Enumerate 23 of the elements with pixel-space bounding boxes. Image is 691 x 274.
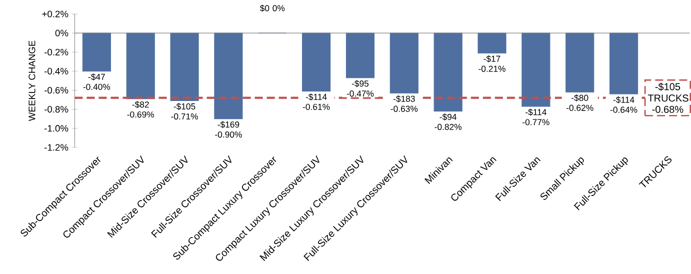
data-label: -$80 -0.62%: [566, 94, 594, 111]
data-label: -$82 -0.69%: [127, 101, 154, 118]
data-label: -$94 -0.82%: [434, 113, 462, 130]
data-label: -$95 -0.47%: [346, 80, 374, 97]
y-tick-label: -1.0%: [44, 124, 68, 132]
data-label: -$114 -0.77%: [522, 108, 550, 126]
y-tick-label: -0.4%: [44, 68, 68, 74]
y-tick-label: -0.2%: [44, 48, 68, 56]
data-label: -$183 -0.63%: [390, 95, 418, 112]
data-label: -$169 -0.90%: [215, 121, 242, 138]
y-axis-title: WEEKLY CHANGE: [28, 40, 36, 121]
y-tick-label: +0.2%: [42, 10, 68, 18]
data-label: -$114 -0.61%: [302, 93, 330, 110]
data-label: -$47 -0.40%: [83, 73, 110, 90]
y-tick-label: 0%: [55, 30, 68, 36]
y-tick-label: -1.2%: [44, 144, 68, 151]
data-label: -$114 -0.64%: [610, 96, 638, 113]
y-tick-label: -0.6%: [44, 86, 68, 94]
ref-line-label: -$105 TRUCKS -0.68%: [648, 82, 688, 113]
data-label: $0 0%: [260, 4, 285, 12]
data-label: -$105 -0.71%: [171, 102, 198, 120]
y-tick-label: -0.8%: [44, 106, 68, 113]
data-label: -$17 -0.21%: [478, 55, 506, 72]
